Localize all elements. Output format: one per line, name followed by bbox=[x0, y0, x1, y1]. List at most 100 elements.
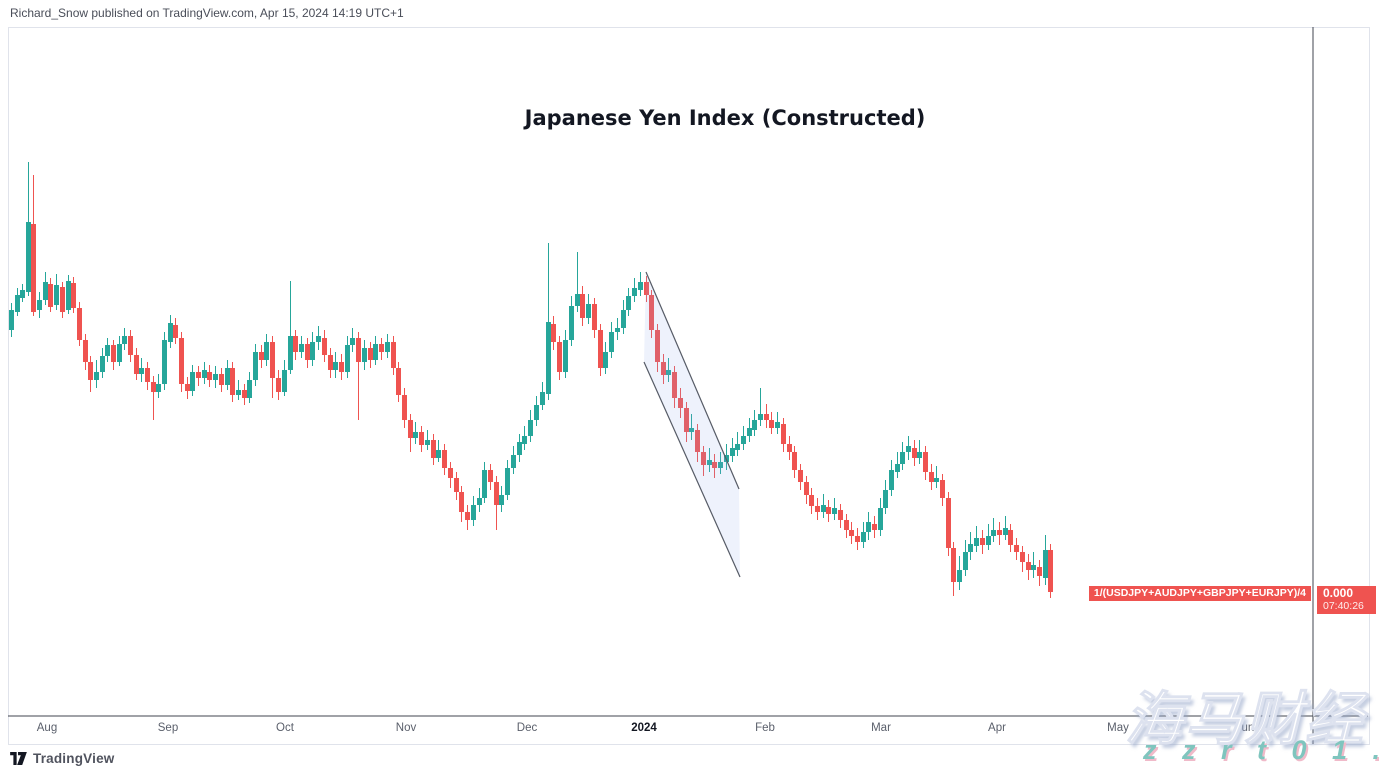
candle bbox=[236, 380, 241, 400]
candle bbox=[792, 446, 797, 478]
candle bbox=[661, 354, 666, 384]
tradingview-logo[interactable]: TradingView bbox=[10, 751, 114, 766]
candle bbox=[436, 440, 441, 462]
candle bbox=[684, 402, 689, 442]
candle bbox=[730, 438, 735, 462]
time-axis-label: Mar bbox=[871, 722, 891, 734]
candle bbox=[598, 324, 603, 376]
candle bbox=[775, 412, 780, 434]
candle bbox=[1031, 552, 1036, 578]
candle bbox=[247, 372, 252, 403]
candle bbox=[345, 336, 350, 378]
candle bbox=[385, 334, 390, 358]
candle bbox=[712, 454, 717, 478]
candle bbox=[264, 334, 269, 366]
candle bbox=[368, 342, 373, 368]
candle bbox=[923, 446, 928, 480]
candle bbox=[934, 466, 939, 488]
trend-channel-lower-line[interactable] bbox=[643, 361, 741, 578]
candle bbox=[122, 328, 127, 350]
candle bbox=[569, 296, 574, 346]
candle bbox=[145, 362, 150, 390]
series-formula-label: 1/(USDJPY+AUDJPY+GBPJPY+EURJPY)/4 bbox=[1088, 586, 1311, 601]
candle bbox=[946, 492, 951, 556]
candle bbox=[100, 348, 105, 378]
candle bbox=[413, 422, 418, 444]
candle bbox=[448, 462, 453, 488]
candle bbox=[288, 281, 293, 374]
candle bbox=[752, 410, 757, 436]
last-price-label: 0.000 07:40:26 bbox=[1317, 586, 1376, 614]
candle bbox=[963, 540, 968, 576]
candle bbox=[821, 494, 826, 518]
candle bbox=[672, 366, 677, 408]
candle bbox=[356, 332, 361, 420]
candle bbox=[603, 342, 608, 374]
candle bbox=[563, 330, 568, 378]
candle bbox=[316, 326, 321, 350]
candle bbox=[906, 436, 911, 460]
candle bbox=[15, 288, 20, 316]
candle bbox=[968, 532, 973, 560]
candle bbox=[872, 516, 877, 538]
candle bbox=[838, 504, 843, 528]
candle bbox=[88, 356, 93, 392]
candle bbox=[339, 354, 344, 380]
candle bbox=[471, 496, 476, 526]
trend-channel-fill[interactable] bbox=[644, 272, 740, 577]
candle bbox=[735, 432, 740, 456]
candle bbox=[505, 460, 510, 500]
candle bbox=[465, 505, 470, 530]
candle bbox=[649, 290, 654, 338]
candle bbox=[213, 366, 218, 388]
time-axis-label: Jun bbox=[1235, 722, 1255, 734]
candle bbox=[986, 524, 991, 550]
candle bbox=[747, 418, 752, 442]
candle bbox=[242, 384, 247, 405]
candle bbox=[1003, 516, 1008, 540]
candle bbox=[528, 410, 533, 442]
candle bbox=[844, 514, 849, 538]
candle bbox=[37, 292, 42, 318]
candle bbox=[991, 518, 996, 542]
trend-channel-upper-line[interactable] bbox=[645, 271, 740, 490]
candle bbox=[632, 278, 637, 302]
candle bbox=[615, 318, 620, 340]
candle bbox=[230, 362, 235, 402]
tradingview-logo-icon bbox=[10, 752, 27, 765]
candle bbox=[764, 404, 769, 428]
last-price-value: 0.000 bbox=[1323, 586, 1354, 600]
candle bbox=[139, 358, 144, 382]
candle bbox=[912, 440, 917, 466]
time-axis-label: Sep bbox=[157, 722, 179, 734]
time-axis-label: Feb bbox=[755, 722, 775, 734]
candle bbox=[826, 500, 831, 522]
candle bbox=[929, 464, 934, 490]
candle bbox=[128, 330, 133, 362]
candle bbox=[866, 512, 871, 540]
candle bbox=[156, 374, 161, 398]
candle bbox=[322, 330, 327, 362]
candle bbox=[328, 348, 333, 378]
candle bbox=[609, 322, 614, 358]
candle bbox=[488, 464, 493, 490]
candle bbox=[196, 366, 201, 386]
candle bbox=[1043, 535, 1048, 585]
time-axis-label: May bbox=[1107, 722, 1129, 734]
candle bbox=[798, 464, 803, 490]
candle bbox=[551, 316, 556, 350]
candle bbox=[540, 382, 545, 410]
candle bbox=[94, 360, 99, 388]
candle bbox=[431, 434, 436, 465]
candle bbox=[419, 426, 424, 452]
candle bbox=[219, 368, 224, 392]
candle bbox=[379, 338, 384, 360]
candle bbox=[48, 278, 53, 312]
candle bbox=[546, 243, 551, 400]
candle bbox=[333, 352, 338, 378]
candle bbox=[895, 452, 900, 478]
candle bbox=[477, 488, 482, 512]
candle bbox=[1020, 546, 1025, 572]
